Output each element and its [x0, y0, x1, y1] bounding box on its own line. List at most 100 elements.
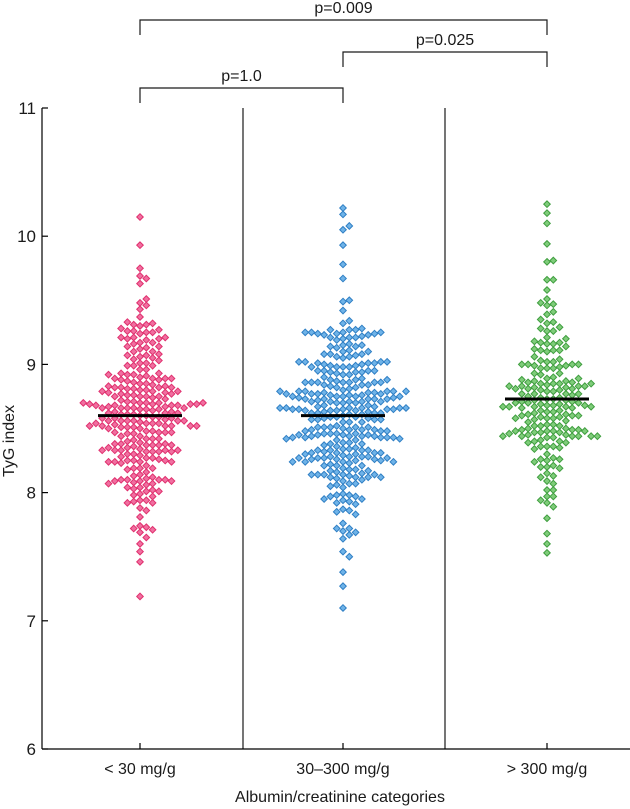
data-point [549, 442, 558, 451]
data-point [110, 407, 119, 416]
data-point [313, 378, 322, 387]
data-point [135, 321, 145, 330]
data-point [123, 370, 132, 379]
data-point [173, 416, 182, 425]
data-point [351, 351, 360, 360]
data-point [313, 389, 322, 398]
data-point [370, 329, 379, 338]
data-point [307, 470, 316, 479]
data-point [117, 403, 126, 412]
x-tick-label: > 300 mg/g [507, 761, 588, 778]
data-point [326, 325, 335, 334]
data-point [332, 383, 341, 392]
data-point [98, 446, 107, 455]
data-point [332, 448, 341, 457]
data-point [135, 359, 145, 368]
data-point [167, 457, 176, 466]
data-point [332, 455, 341, 464]
significance-bracket [139, 87, 344, 103]
data-point [574, 389, 583, 398]
data-point [123, 465, 132, 474]
data-point [186, 421, 195, 430]
data-point [338, 398, 348, 407]
data-point [135, 405, 145, 414]
data-point [332, 377, 341, 386]
data-point [154, 383, 163, 392]
data-point [338, 430, 348, 439]
data-point [389, 393, 398, 402]
data-point [110, 477, 119, 486]
data-point [129, 378, 138, 387]
data-point [549, 318, 558, 327]
data-point [338, 527, 348, 536]
data-point [326, 460, 335, 469]
data-point [123, 450, 132, 459]
data-point [555, 355, 564, 364]
data-point [117, 475, 126, 484]
data-point [275, 403, 285, 412]
data-point [123, 443, 132, 452]
data-point [542, 301, 552, 310]
data-point [530, 402, 539, 411]
data-point [192, 421, 201, 430]
data-point [549, 471, 558, 480]
data-point [326, 492, 335, 501]
data-point [142, 487, 151, 496]
data-point [313, 446, 322, 455]
data-point [549, 300, 558, 309]
data-point [129, 478, 138, 487]
data-point [549, 364, 558, 373]
data-point [129, 464, 138, 473]
data-point [517, 382, 526, 391]
data-point [148, 486, 157, 495]
data-point [320, 380, 329, 389]
data-point [345, 459, 354, 468]
data-point [536, 442, 545, 451]
data-point [161, 446, 170, 455]
data-point [542, 433, 552, 442]
data-point [536, 428, 545, 437]
data-point [338, 534, 348, 543]
data-point [542, 310, 552, 319]
data-point [129, 491, 138, 500]
data-point [542, 498, 552, 507]
data-point [110, 392, 119, 401]
data-point [307, 389, 316, 398]
data-point [338, 225, 348, 234]
data-point [345, 325, 354, 334]
data-point [357, 425, 366, 434]
data-point [180, 403, 189, 412]
data-point [104, 382, 113, 391]
data-point [167, 374, 176, 383]
data-point [117, 396, 126, 405]
data-point [332, 362, 341, 371]
data-point [301, 387, 310, 396]
data-point [154, 369, 163, 378]
data-point [148, 347, 157, 356]
data-point [148, 464, 157, 473]
data-point [338, 496, 348, 505]
data-point [154, 441, 163, 450]
data-point [351, 398, 360, 407]
data-point [542, 529, 552, 538]
data-point [332, 352, 341, 361]
data-point [154, 475, 163, 484]
data-point [161, 439, 170, 448]
data-point [154, 419, 163, 428]
data-point [536, 462, 545, 471]
data-point [167, 428, 176, 437]
data-point [549, 492, 558, 501]
data-point [154, 334, 163, 343]
data-point [524, 410, 533, 419]
significance-bracket [139, 19, 548, 35]
data-point [587, 432, 596, 441]
data-point [135, 398, 145, 407]
data-point [288, 457, 297, 466]
data-point [154, 375, 163, 384]
data-point [587, 402, 596, 411]
data-point [301, 433, 310, 442]
data-point [568, 360, 577, 369]
data-point [161, 428, 170, 437]
data-point [135, 470, 145, 479]
data-point [142, 336, 151, 345]
